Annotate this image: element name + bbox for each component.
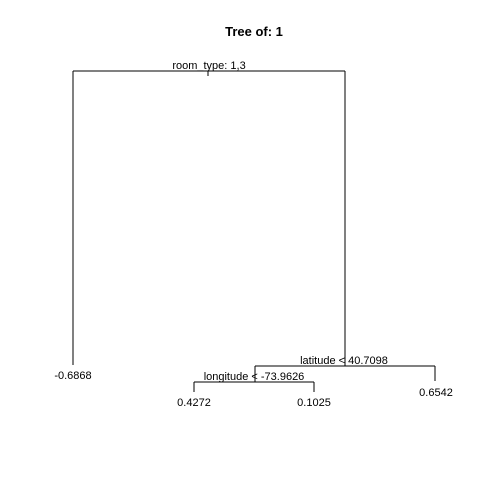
diagram-title: Tree of: 1 — [225, 24, 283, 39]
longitude-split-label: longitude < -73.9626 — [204, 371, 305, 383]
root-split-label: room_type: 1,3 — [172, 60, 245, 72]
leaf-c-value: 0.6542 — [419, 387, 453, 399]
leaf-b-value: 0.1025 — [297, 397, 331, 409]
leaf-a-value: 0.4272 — [177, 397, 211, 409]
leaf-left-value: -0.6868 — [54, 370, 91, 382]
latitude-split-label: latitude < 40.7098 — [300, 355, 388, 367]
